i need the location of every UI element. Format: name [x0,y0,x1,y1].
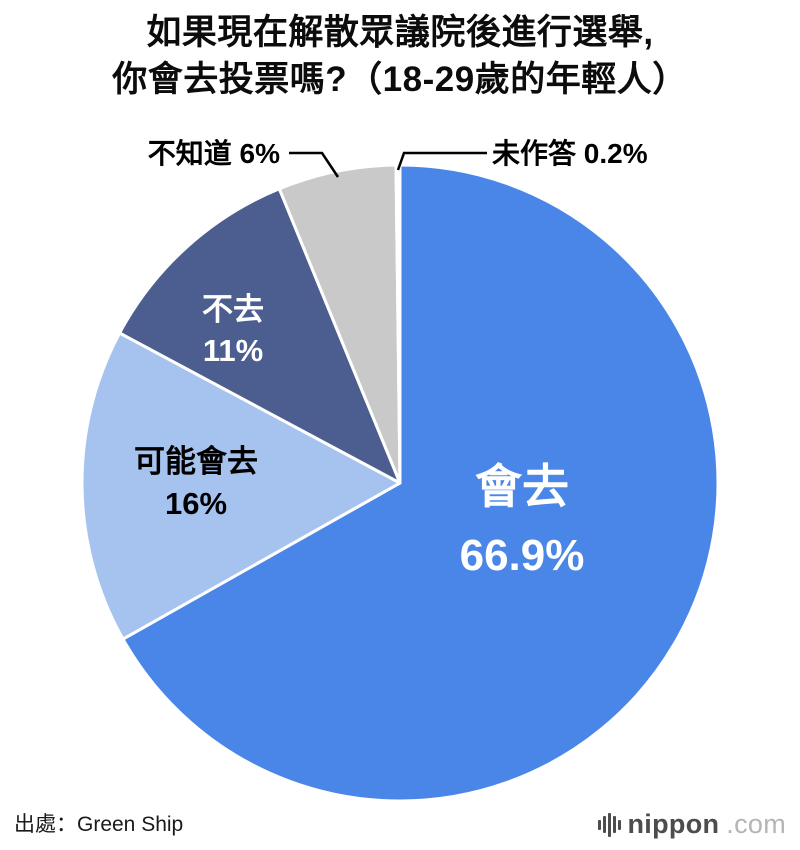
chart-title-line1: 如果現在解散眾議院後進行選舉, [146,13,654,52]
leader-line-3 [289,151,340,178]
pie-callout-3: 不知道 6% [148,137,280,169]
soundwave-bars-icon [597,811,621,839]
pie-label-name-1: 可能會去 [134,444,258,479]
pie-callout-4: 未作答 0.2% [492,137,648,169]
pie-label-name-2: 不去 [202,292,264,327]
pie-slice-3 [277,163,402,485]
logo-suffix-text: .com [726,809,786,839]
source-note: 出處：Green Ship [14,813,184,836]
chart-title: 如果現在解散眾議院後進行選舉, 你會去投票嗎?（18-29歲的年輕人） [0,10,800,104]
nippon-logo: nippon .com [597,809,786,840]
pie-label-value-0: 66.9% [460,531,585,580]
leader-line-4 [396,151,487,171]
pie-slice-2 [118,187,402,485]
pie-label-value-1: 16% [165,486,227,521]
pie-slice-1 [80,331,402,641]
pie-slice-0 [121,163,720,803]
chart-title-line2: 你會去投票嗎?（18-29歲的年輕人） [112,59,688,99]
pie-chart: 會去 66.9% 可能會去 16% 不去 11% 不知道 6% 未作答 0.2% [80,137,720,803]
logo-text: nippon [627,809,720,839]
pie-label-name-0: 會去 [475,460,569,513]
pie-label-value-2: 11% [203,333,263,368]
